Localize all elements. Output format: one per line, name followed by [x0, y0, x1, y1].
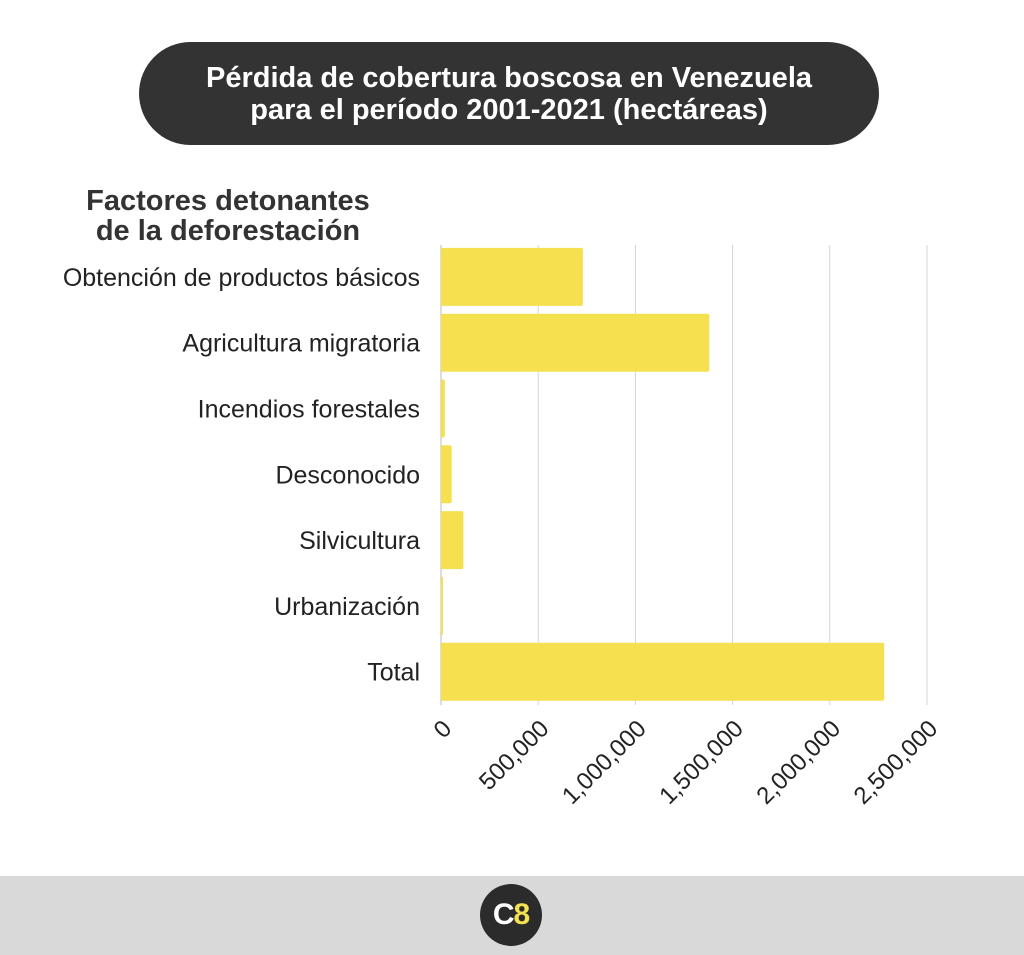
x-tick-label: 1,500,000: [654, 715, 749, 810]
y-axis-label-line-1: Factores detonantes: [86, 185, 370, 217]
x-tick-label: 0: [429, 715, 458, 744]
category-label: Urbanización: [274, 593, 420, 621]
x-tick-label: 2,000,000: [751, 715, 846, 810]
bar: [441, 642, 885, 701]
bar-chart: Obtención de productos básicos Agricultur…: [63, 245, 944, 810]
category-label: Incendios forestales: [198, 396, 420, 424]
chart-title-line-1: Pérdida de cobertura boscosa en Venezuel…: [206, 61, 812, 94]
category-label: Silvicultura: [299, 527, 420, 555]
bar: [441, 576, 443, 635]
bar: [441, 511, 464, 570]
bar: [441, 313, 710, 372]
category-label: Total: [367, 659, 420, 687]
bar: [441, 379, 445, 438]
category-label: Agricultura migratoria: [182, 330, 420, 358]
logo-letter-c: C: [492, 898, 515, 931]
chart-title-line-2: para el período 2001-2021 (hectáreas): [250, 93, 768, 126]
chart-title: Pérdida de cobertura boscosa en Venezuel…: [139, 42, 879, 145]
y-axis-label-line-2: de la deforestación: [95, 215, 361, 247]
logo-digit-8: 8: [513, 898, 530, 931]
bar: [441, 445, 452, 504]
x-tick-label: 500,000: [474, 715, 554, 795]
x-tick-label: 1,000,000: [557, 715, 652, 810]
y-axis-label: Factores detonantes de la deforestación: [40, 186, 416, 246]
category-label: Obtención de productos básicos: [63, 264, 420, 292]
category-label: Desconocido: [275, 461, 420, 489]
bar: [441, 247, 583, 306]
x-tick-label: 2,500,000: [849, 715, 944, 810]
